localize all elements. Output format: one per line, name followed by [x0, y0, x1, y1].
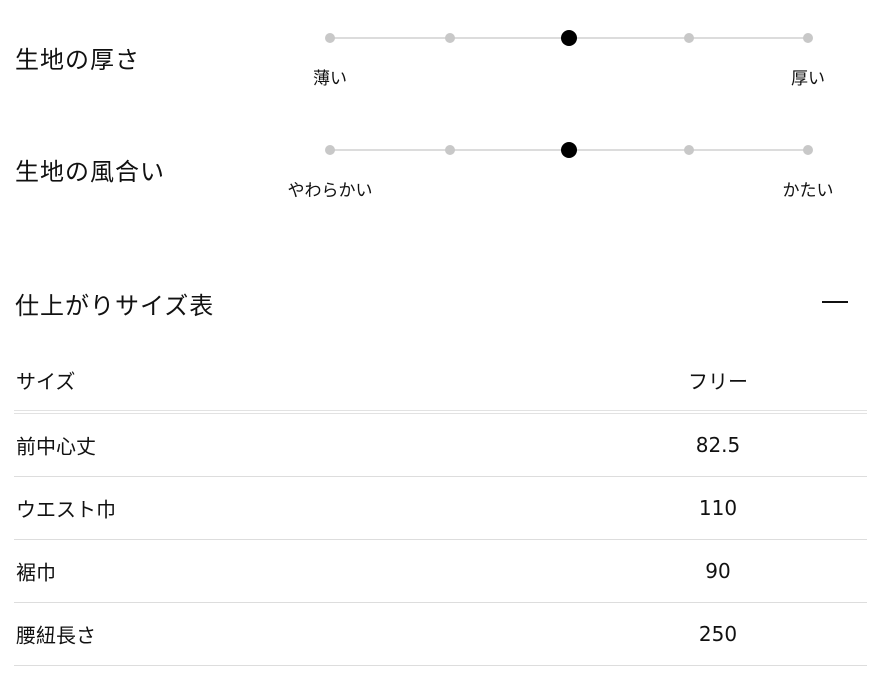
table-row: 裾巾 90: [14, 540, 867, 603]
scale-right-label: 厚い: [791, 69, 825, 89]
texture-scale: [325, 142, 813, 158]
table-row: 腰紐長さ 250: [14, 603, 867, 666]
scale-right-label: かたい: [782, 181, 834, 201]
scale-dot: [444, 145, 455, 155]
row-label: 前中心丈: [16, 434, 96, 459]
attribute-title: 生地の風合い: [15, 158, 165, 186]
scale-left-label: 薄い: [313, 69, 347, 89]
row-label: 裾巾: [16, 560, 56, 585]
scale-dot: [803, 145, 813, 155]
attribute-title: 生地の厚さ: [15, 46, 140, 74]
scale-dot: [444, 33, 455, 43]
row-label: ウエスト巾: [16, 497, 116, 522]
table-row: 前中心丈 82.5: [14, 414, 867, 477]
scale-dot: [683, 145, 694, 155]
table-row: ウエスト巾 110: [14, 477, 867, 540]
table-header: サイズ フリー: [14, 350, 867, 414]
row-value: 90: [705, 559, 731, 583]
header-value: フリー: [688, 369, 748, 394]
size-table-title: 仕上がりサイズ表: [15, 292, 215, 320]
row-value: 82.5: [695, 433, 741, 457]
scale-dot-selected: [561, 30, 577, 46]
scale-dot: [683, 33, 694, 43]
minus-icon[interactable]: [822, 301, 848, 303]
header-label: サイズ: [16, 369, 76, 394]
thickness-scale: [325, 30, 813, 46]
row-value: 110: [698, 496, 738, 520]
size-table: サイズ フリー 前中心丈 82.5 ウエスト巾 110 裾巾 90 腰紐長さ 2…: [14, 350, 867, 666]
scale-dot: [803, 33, 813, 43]
row-label: 腰紐長さ: [16, 623, 96, 648]
scale-dot-selected: [561, 142, 577, 158]
row-value: 250: [698, 622, 738, 646]
scale-left-label: やわらかい: [287, 181, 373, 201]
scale-dot: [325, 33, 335, 43]
scale-dot: [325, 145, 335, 155]
